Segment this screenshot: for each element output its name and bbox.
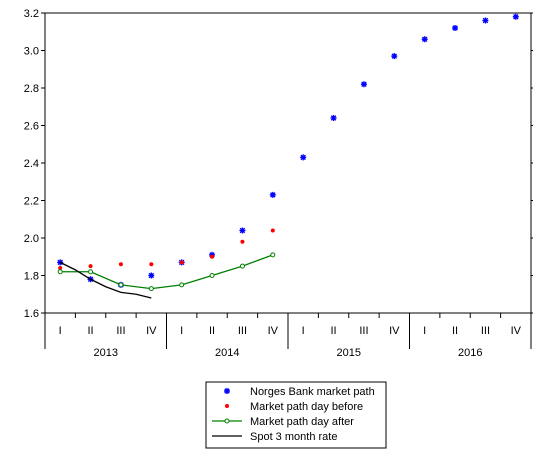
legend-item: Spot 3 month rate: [212, 431, 337, 443]
data-point-circle: [148, 286, 154, 292]
x-year-label: 2014: [215, 347, 239, 359]
data-point-star: [300, 154, 307, 161]
x-quarter-label: I: [180, 325, 183, 337]
legend-box: [205, 381, 387, 449]
x-quarter-label: I: [302, 325, 305, 337]
data-point-star: [360, 81, 367, 88]
data-point-star: [452, 25, 459, 31]
data-point-dot: [58, 266, 63, 270]
data-point-dot: [118, 262, 123, 267]
x-quarter-label: III: [481, 325, 490, 337]
data-point-dot: [88, 264, 93, 269]
y-tick-label: 2.2: [24, 196, 39, 208]
data-point-circle: [57, 269, 63, 275]
legend-swatch-star: [224, 388, 230, 394]
series-1: [58, 228, 275, 270]
data-point-star: [391, 53, 398, 60]
legend-label: Market path day after: [250, 416, 354, 428]
data-point-star: [269, 191, 276, 198]
data-point-dot: [240, 239, 245, 244]
legend-item: Market path day before: [225, 401, 363, 413]
data-point-star: [239, 227, 246, 234]
legend-swatch-circle: [224, 418, 230, 424]
data-point-dot: [270, 228, 275, 233]
x-quarter-label: I: [59, 325, 62, 337]
x-quarter-label: II: [331, 325, 337, 337]
data-point-star: [512, 13, 519, 20]
x-quarter-label: I: [423, 325, 426, 337]
y-axis: 1.6 1.8 2.0 2.2 2.4 2.6 2.8 3.0 3.2: [24, 8, 533, 320]
y-tick-label: 2.6: [24, 121, 39, 133]
data-point-circle: [209, 273, 215, 278]
series-0: [57, 13, 519, 288]
y-tick-label: 2.8: [24, 83, 39, 95]
x-quarter-label: IV: [511, 325, 522, 337]
x-year-label: 2015: [337, 347, 361, 359]
data-point-dot: [179, 260, 184, 265]
data-point-circle: [118, 282, 124, 288]
series-layer: [57, 13, 519, 299]
data-point-star: [482, 17, 489, 24]
y-tick-label: 3.2: [24, 8, 39, 20]
y-tick-label: 2.0: [24, 233, 39, 245]
legend-swatch-dot: [225, 404, 229, 408]
series-line: [59, 261, 152, 299]
data-point-star: [148, 272, 155, 279]
legend: Norges Bank market path Market path day b…: [205, 381, 387, 449]
legend-item: Norges Bank market path: [224, 386, 375, 398]
legend-item: Market path day after: [212, 416, 354, 428]
data-point-circle: [239, 263, 245, 269]
x-quarter-label: IV: [268, 325, 279, 337]
data-point-star: [421, 36, 428, 43]
x-quarter-label: III: [238, 325, 247, 337]
series-2: [57, 252, 276, 292]
x-quarter-label: II: [88, 325, 94, 337]
legend-label: Market path day before: [250, 401, 363, 413]
data-point-dot: [210, 254, 215, 259]
x-quarter-label: IV: [389, 325, 400, 337]
x-quarter-label: III: [359, 325, 368, 337]
plot-frame-group: [44, 12, 532, 314]
y-tick-label: 2.4: [24, 158, 39, 170]
x-quarter-label: II: [452, 325, 458, 337]
x-quarter-label: III: [116, 325, 125, 337]
y-tick-label: 1.6: [24, 308, 39, 320]
legend-label: Norges Bank market path: [250, 386, 375, 398]
series-3: [59, 261, 152, 299]
plot-frame: [44, 12, 532, 314]
data-point-star: [330, 115, 337, 121]
series-line: [60, 254, 274, 290]
data-point-dot: [149, 262, 154, 267]
data-point-circle: [179, 282, 185, 288]
legend-label: Spot 3 month rate: [250, 431, 337, 443]
x-quarter-label: IV: [146, 325, 157, 337]
data-point-circle: [88, 269, 94, 275]
x-year-label: 2016: [458, 347, 482, 359]
x-quarter-label: II: [209, 325, 215, 337]
y-tick-label: 3.0: [24, 46, 39, 58]
data-point-circle: [270, 252, 276, 258]
x-year-label: 2013: [94, 347, 118, 359]
y-tick-label: 1.8: [24, 271, 39, 283]
